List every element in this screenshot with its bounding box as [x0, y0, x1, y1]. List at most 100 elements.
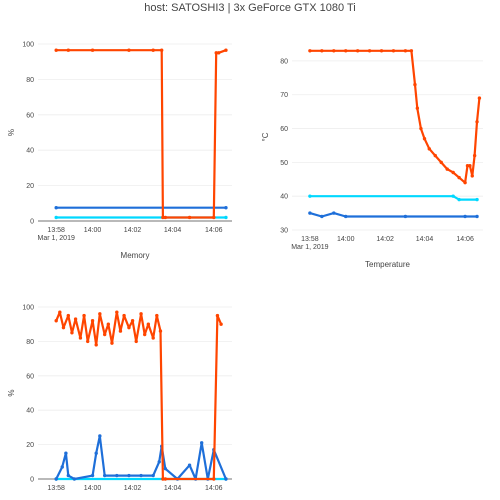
data-point: [475, 120, 479, 124]
data-point: [419, 126, 423, 131]
data-point: [214, 51, 218, 55]
x-tick-label: 14:00: [337, 236, 355, 243]
data-point: [468, 164, 472, 168]
y-tick-label: 70: [280, 92, 288, 99]
data-point: [127, 473, 131, 478]
data-point: [161, 215, 165, 220]
data-point: [187, 463, 192, 467]
data-point: [158, 329, 163, 333]
data-point: [445, 167, 449, 171]
data-point: [161, 477, 165, 481]
data-point: [451, 170, 455, 175]
data-point: [54, 215, 58, 220]
x-tick-label: 14:00: [84, 227, 102, 234]
data-point: [308, 194, 312, 198]
x-axis-title: Temperature: [365, 260, 410, 269]
x-tick-label: 14:02: [376, 236, 394, 243]
data-point: [66, 473, 71, 478]
y-tick-label: 80: [280, 58, 288, 65]
x-date-label: Mar 1, 2019: [38, 235, 75, 242]
y-tick-label: 100: [22, 42, 34, 49]
data-point: [355, 49, 360, 53]
y-tick-label: 40: [26, 148, 34, 155]
data-point: [475, 214, 479, 219]
data-point: [94, 451, 98, 455]
y-tick-label: 20: [26, 183, 34, 190]
x-tick-label: 14:06: [205, 485, 223, 492]
data-point: [157, 460, 161, 464]
data-point: [139, 473, 143, 478]
data-point: [332, 211, 336, 215]
data-point: [70, 331, 74, 335]
data-point: [224, 206, 228, 210]
data-point: [139, 312, 143, 316]
data-point: [98, 312, 102, 316]
series-line-0: [55, 311, 223, 481]
data-point: [163, 215, 168, 220]
x-tick-label: 14:04: [164, 485, 182, 492]
data-point: [58, 310, 62, 314]
y-tick-label: 30: [280, 228, 288, 235]
y-tick-label: 100: [22, 305, 34, 312]
data-point: [127, 325, 131, 330]
data-point: [433, 153, 437, 158]
data-point: [146, 322, 151, 326]
y-axis-title: °C: [261, 132, 270, 141]
y-tick-label: 50: [280, 160, 288, 167]
y-tick-label: 60: [26, 112, 34, 119]
data-point: [415, 106, 420, 110]
data-point: [212, 477, 216, 481]
data-point: [367, 49, 372, 53]
data-point: [212, 215, 216, 220]
y-tick-label: 0: [30, 477, 34, 484]
x-tick-label: 14:02: [124, 227, 142, 234]
data-point: [60, 465, 64, 469]
series-line-0: [56, 49, 227, 219]
data-point: [64, 451, 68, 455]
temperature-chart: 30 40 50 60 70 80 13:58 14:00 14:02 14:04 14:06 Mar…: [261, 49, 483, 269]
data-point: [86, 339, 90, 344]
data-point: [54, 477, 58, 481]
data-point: [127, 48, 131, 52]
x-tick-label: 14:02: [124, 485, 142, 492]
data-point: [151, 336, 155, 340]
x-axis-title: Memory: [121, 251, 150, 260]
data-point: [470, 174, 474, 178]
data-point: [475, 197, 479, 202]
data-point: [332, 49, 336, 53]
data-point: [134, 339, 138, 344]
series-line-0: [309, 49, 481, 184]
data-point: [163, 477, 168, 481]
y-tick-label: 80: [26, 77, 34, 84]
y-axis-title: %: [7, 389, 16, 396]
x-tick-label: 14:00: [84, 485, 102, 492]
data-point: [54, 206, 58, 210]
data-point: [151, 473, 155, 478]
data-point: [122, 313, 126, 318]
y-tick-label: 40: [26, 408, 34, 415]
data-point: [463, 180, 467, 185]
data-point: [224, 48, 228, 52]
data-point: [98, 434, 102, 438]
data-point: [66, 313, 71, 318]
data-point: [115, 473, 119, 478]
data-point: [115, 310, 119, 314]
data-point: [215, 313, 220, 318]
data-point: [61, 325, 66, 330]
data-point: [477, 96, 482, 100]
data-point: [308, 49, 312, 53]
data-point: [90, 319, 95, 323]
data-point: [143, 332, 147, 337]
data-point: [413, 82, 417, 87]
y-tick-label: 60: [26, 373, 34, 380]
page-title: host: SATOSHI3 | 3x GeForce GTX 1080 Ti: [144, 2, 356, 14]
data-point: [216, 51, 221, 55]
data-point: [159, 48, 164, 52]
y-tick-label: 60: [280, 126, 288, 133]
x-tick-label: 13:58: [47, 485, 65, 492]
data-point: [451, 194, 455, 198]
data-point: [422, 136, 427, 141]
y-tick-label: 80: [26, 339, 34, 346]
x-date-label: Mar 1, 2019: [291, 244, 328, 251]
y-axis-title: %: [7, 129, 16, 136]
